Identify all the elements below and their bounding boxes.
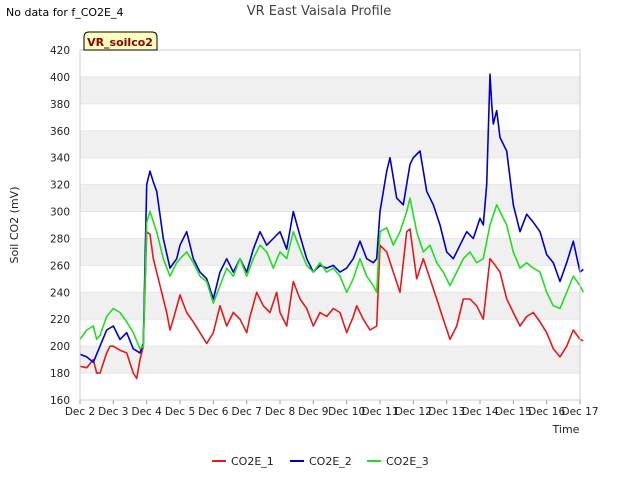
y-tick-label: 340 (50, 153, 70, 165)
legend: CO2E_1 CO2E_2 CO2E_3 (212, 455, 429, 468)
y-tick-label: 360 (50, 126, 70, 138)
x-tick-label: Dec 11 (361, 406, 398, 418)
plot-border (79, 49, 581, 401)
y-axis-label: Soil CO2 (mV) (8, 187, 21, 264)
x-tick-label: Dec 3 (98, 406, 128, 418)
y-tick-label: 380 (50, 99, 70, 111)
x-tick-label: Dec 14 (461, 406, 498, 418)
y-tick-label: 300 (50, 207, 70, 219)
x-axis-ticks: Dec 2 Dec 3 Dec 4 Dec 5 Dec 6 Dec 7 Dec 8 Dec 9… (65, 400, 599, 418)
series-lines (79, 73, 585, 380)
x-tick-label: Dec 2 (65, 406, 95, 418)
legend-label: CO2E_1 (231, 455, 274, 468)
y-tick-label: 200 (50, 341, 70, 353)
y-tick-label: 320 (50, 180, 70, 192)
x-tick-label: Dec 8 (265, 406, 295, 418)
legend-label: CO2E_3 (386, 455, 429, 468)
x-tick-label: Dec 16 (528, 406, 565, 418)
grid-band (80, 292, 580, 320)
x-tick-label: Dec 6 (198, 406, 229, 418)
x-tick-label: Dec 13 (428, 406, 465, 418)
y-tick-label: 160 (50, 395, 70, 407)
x-tick-label: Dec 9 (298, 406, 328, 418)
x-tick-label: Dec 17 (561, 406, 598, 418)
series-line-co2e-2 (79, 73, 584, 364)
grid-bands (80, 76, 580, 374)
y-tick-label: 400 (50, 72, 70, 84)
x-tick-label: Dec 10 (328, 406, 365, 418)
plot-area (80, 50, 580, 400)
badge-label: VR_soilco2 (87, 36, 153, 49)
x-axis-label: Time (552, 423, 580, 436)
y-tick-label: 420 (50, 45, 70, 57)
grid-band (80, 130, 580, 158)
chart-title: VR East Vaisala Profile (247, 4, 392, 19)
y-tick-label: 180 (50, 368, 70, 380)
no-data-notice: No data for f_CO2E_4 (6, 6, 124, 19)
grid-band (80, 238, 580, 266)
series-line-co2e-1 (79, 228, 584, 380)
x-tick-label: Dec 7 (231, 406, 261, 418)
grid-band (80, 346, 580, 374)
x-tick-label: Dec 15 (495, 406, 532, 418)
badge: VR_soilco2 (83, 31, 158, 51)
series-line-co2e-3 (79, 197, 585, 350)
y-tick-label: 260 (50, 260, 70, 272)
legend-label: CO2E_2 (309, 455, 352, 468)
y-tick-label: 220 (50, 314, 70, 326)
x-tick-label: Dec 12 (395, 406, 432, 418)
x-tick-label: Dec 4 (131, 406, 162, 418)
x-tick-label: Dec 5 (165, 406, 195, 418)
grid-band (80, 76, 580, 104)
badge-shape (83, 31, 158, 51)
y-tick-label: 240 (50, 287, 70, 299)
y-tick-label: 280 (50, 233, 70, 245)
